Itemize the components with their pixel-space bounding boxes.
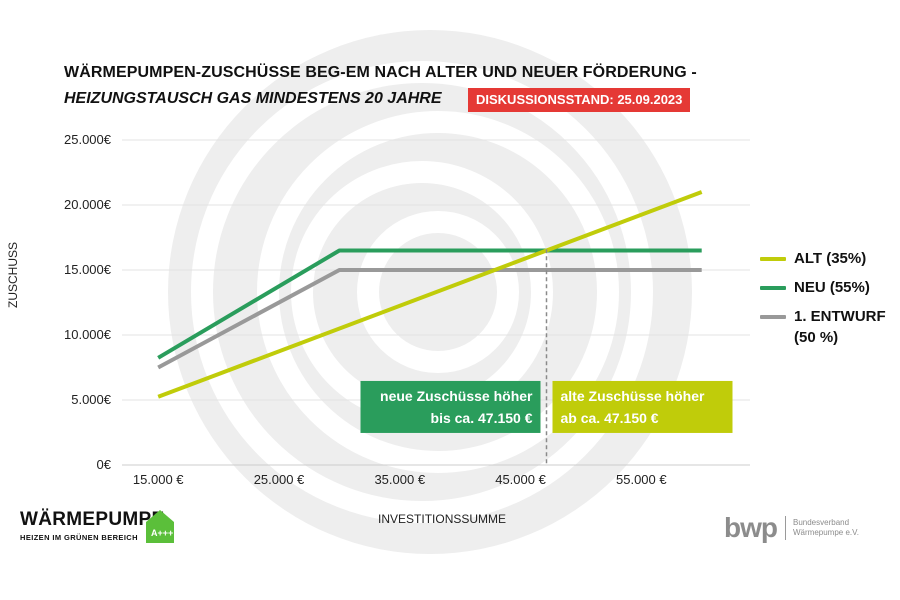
legend-label-alt: ALT (35%)	[794, 250, 867, 267]
legend-swatch-entwurf	[760, 315, 786, 319]
watermark-ring	[357, 211, 519, 373]
legend-label-neu: NEU (55%)	[794, 279, 870, 296]
legend-item-entwurf: 1. ENTWURF (50 %)	[760, 306, 900, 348]
series-line-entwurf	[157, 268, 702, 370]
x-tick-label: 15.000 €	[133, 472, 184, 487]
x-tick-label: 45.000 €	[495, 472, 546, 487]
chart-title-line2: HEIZUNGSTAUSCH GAS MINDESTENS 20 JAHRE	[64, 90, 442, 107]
y-tick-label: 10.000€	[64, 327, 112, 342]
chart-title-line1: WÄRMEPUMPEN-ZUSCHÜSSE BEG-EM NACH ALTER …	[64, 64, 697, 81]
x-tick-label: 25.000 €	[254, 472, 305, 487]
y-tick-label: 15.000€	[64, 262, 112, 277]
annotation-box-neu	[360, 380, 541, 433]
y-tick-label: 25.000€	[64, 132, 112, 147]
annotation-text-neu-2: bis ca. 47.150 €	[431, 410, 533, 426]
logo-slogan: HEIZEN IM GRÜNEN BEREICH	[20, 533, 138, 542]
y-tick-label: 5.000€	[71, 392, 112, 407]
legend-item-neu: NEU (55%)	[760, 277, 900, 298]
annotation-text-neu-1: neue Zuschüsse höher	[380, 388, 533, 404]
legend: ALT (35%) NEU (55%) 1. ENTWURF (50 %)	[760, 248, 900, 356]
legend-label-entwurf: 1. ENTWURF (50 %)	[794, 308, 886, 346]
annotation-text-alt-2: ab ca. 47.150 €	[561, 410, 659, 426]
legend-item-alt: ALT (35%)	[760, 248, 900, 269]
x-tick-label: 35.000 €	[374, 472, 425, 487]
y-tick-label: 20.000€	[64, 197, 112, 212]
bwp-organisation: Bundesverband Wärmepumpe e.V.	[793, 518, 859, 537]
bwp-logo: bwp Bundesverband Wärmepumpe e.V.	[724, 512, 873, 544]
axes: 0€ 5.000€ 10.000€ 15.000€ 20.000€ 25.000€ 15.0…	[6, 132, 667, 526]
bwp-separator	[785, 516, 786, 540]
annotation-box-alt	[552, 380, 733, 433]
date-badge: DISKUSSIONSSTAND: 25.09.2023	[468, 88, 691, 112]
y-tick-label: 0€	[97, 457, 112, 472]
svg-text:A+++: A+++	[151, 528, 173, 538]
waermepumpe-logo: WÄRMEPUMPE HEIZEN IM GRÜNEN BEREICH	[20, 509, 165, 543]
legend-swatch-alt	[760, 257, 786, 261]
watermark-ring	[191, 61, 653, 523]
series-lines	[157, 190, 703, 399]
bwp-wordmark: bwp	[724, 512, 778, 543]
series-line-alt	[157, 190, 703, 399]
x-axis-label: INVESTITIONSSUMME	[378, 512, 506, 526]
house-efficiency-icon: A+++	[146, 510, 174, 543]
y-axis-label: ZUSCHUSS	[6, 242, 20, 308]
legend-swatch-neu	[760, 286, 786, 290]
series-line-neu	[157, 248, 702, 360]
x-tick-label: 55.000 €	[616, 472, 667, 487]
annotations: neue Zuschüsse höher bis ca. 47.150 € alte…	[360, 380, 733, 433]
annotation-text-alt-1: alte Zuschüsse höher	[561, 388, 705, 404]
logo-wordmark: WÄRMEPUMPE	[20, 509, 165, 530]
